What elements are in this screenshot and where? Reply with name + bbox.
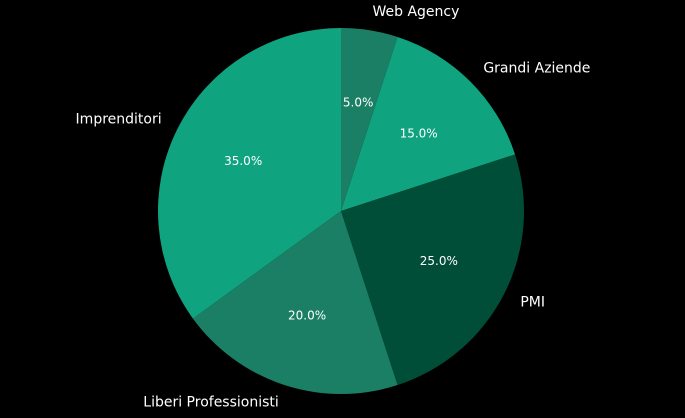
- slice-category-label: PMI: [520, 294, 545, 310]
- pie-slice-imprenditori: [158, 28, 341, 319]
- slice-percent-label: 35.0%: [224, 154, 262, 168]
- slice-category-label: Liberi Professionisti: [143, 394, 279, 410]
- pie-slice-pmi: [341, 154, 524, 386]
- slice-category-label: Web Agency: [372, 4, 459, 20]
- slice-category-label: Grandi Aziende: [483, 61, 590, 77]
- pie-slice-grandi-aziende: [341, 36, 516, 211]
- slice-percent-label: 20.0%: [288, 308, 326, 322]
- slice-percent-label: 15.0%: [400, 126, 438, 140]
- slice-category-label: Imprenditori: [76, 112, 162, 128]
- slice-percent-label: 5.0%: [343, 96, 374, 110]
- pie-slice-liberi-professionisti: [192, 211, 398, 395]
- pie-slice-web-agency: [341, 28, 398, 211]
- slice-percent-label: 25.0%: [420, 254, 458, 268]
